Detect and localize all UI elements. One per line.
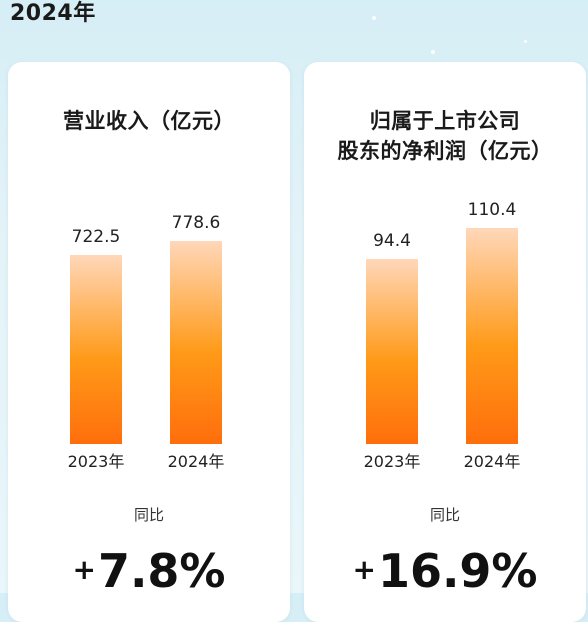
net-profit-yoy-label: 同比 [429, 506, 460, 524]
net-profit-2023-bar [366, 259, 418, 444]
net-profit-2023-value-label: 94.4 [373, 231, 411, 251]
revenue-2024-value-label: 778.6 [171, 213, 221, 233]
net-profit-2024-value-label: 110.4 [467, 200, 517, 220]
net-profit-yoy-value: +16.9% [304, 542, 586, 599]
revenue-yoy-label: 同比 [133, 506, 164, 524]
revenue-chart-title: 营业收入（亿元） [63, 109, 235, 133]
revenue-card: 营业收入（亿元） 722.5 778.6 2023年 2024年 同比 +7.8… [8, 62, 290, 622]
net-profit-card: 归属于上市公司 股东的净利润（亿元） 94.4 110.4 2023年 2024… [304, 62, 586, 622]
page-title: 2024年 [10, 1, 96, 26]
background-sparkle [524, 40, 527, 43]
revenue-yoy-percent: 7.8% [97, 544, 226, 598]
revenue-x-tick-2024: 2024年 [167, 452, 225, 471]
background-sparkle [431, 50, 435, 54]
net-profit-x-tick-2023: 2023年 [363, 452, 421, 471]
revenue-yoy-sign: + [72, 553, 96, 586]
net-profit-x-tick-2024: 2024年 [463, 452, 521, 471]
net-profit-2024-bar [466, 228, 518, 444]
net-profit-title-line-1: 归属于上市公司 [369, 109, 521, 133]
revenue-2024-bar [170, 241, 222, 444]
net-profit-chart-title: 归属于上市公司 股东的净利润（亿元） [304, 106, 586, 166]
revenue-x-tick-2023: 2023年 [67, 452, 125, 471]
revenue-2023-bar [70, 255, 122, 444]
net-profit-yoy-sign: + [352, 553, 376, 586]
background-sparkle [372, 16, 376, 20]
revenue-2023-value-label: 722.5 [71, 227, 121, 247]
net-profit-title-line-2: 股东的净利润（亿元） [337, 139, 553, 163]
net-profit-yoy-percent: 16.9% [377, 544, 538, 598]
revenue-yoy-value: +7.8% [8, 542, 290, 599]
